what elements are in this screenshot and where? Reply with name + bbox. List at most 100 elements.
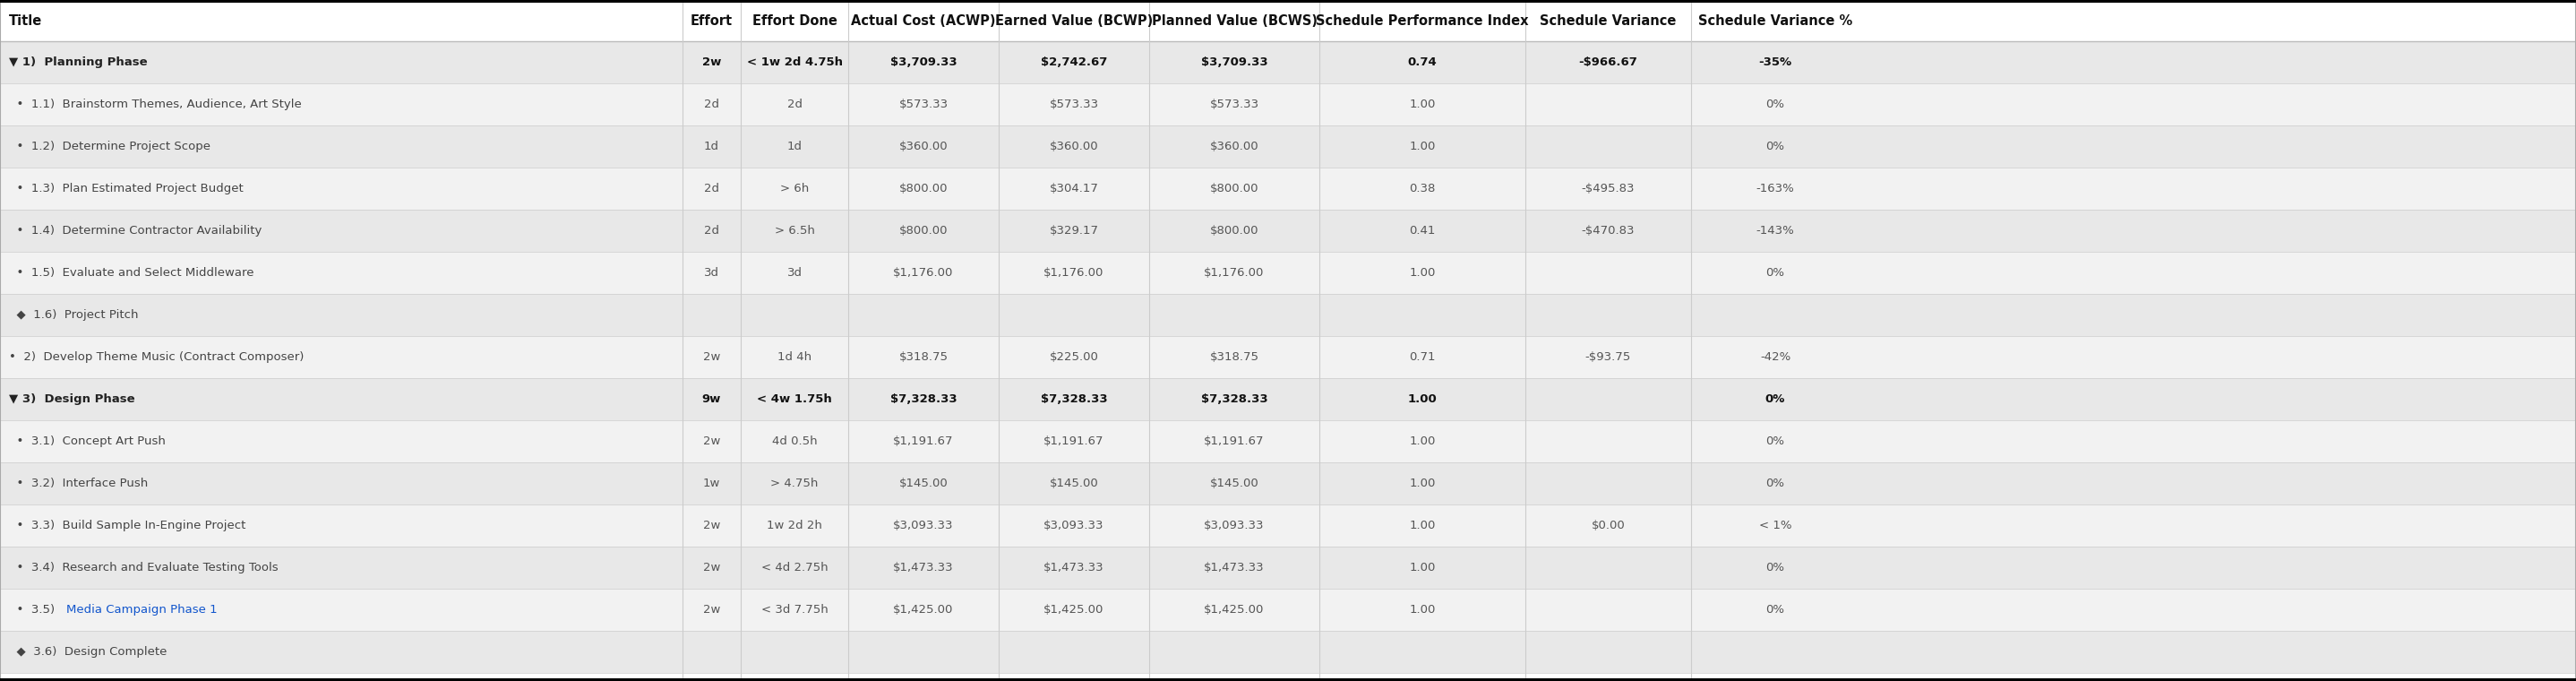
Text: 0.41: 0.41 [1409, 225, 1435, 236]
Text: Actual Cost (ACWP): Actual Cost (ACWP) [850, 14, 997, 27]
Text: Schedule Variance %: Schedule Variance % [1698, 14, 1852, 27]
Text: $304.17: $304.17 [1048, 183, 1097, 195]
Text: -$966.67: -$966.67 [1579, 57, 1638, 68]
Text: Schedule Variance: Schedule Variance [1540, 14, 1677, 27]
Text: $145.00: $145.00 [1211, 477, 1260, 489]
Text: Earned Value (BCWP): Earned Value (BCWP) [994, 14, 1154, 27]
Text: 2d: 2d [703, 225, 719, 236]
Text: < 4w 1.75h: < 4w 1.75h [757, 394, 832, 405]
Text: -$470.83: -$470.83 [1582, 225, 1636, 236]
Text: 2w: 2w [703, 57, 721, 68]
Text: $3,093.33: $3,093.33 [1043, 520, 1105, 531]
Text: 1.00: 1.00 [1409, 520, 1435, 531]
Text: -35%: -35% [1759, 57, 1793, 68]
Text: $360.00: $360.00 [899, 141, 948, 153]
Text: 1.00: 1.00 [1409, 604, 1435, 616]
Text: •  1.5)  Evaluate and Select Middleware: • 1.5) Evaluate and Select Middleware [8, 267, 255, 279]
Text: 0%: 0% [1767, 99, 1785, 110]
Text: $800.00: $800.00 [1211, 183, 1260, 195]
Bar [0, 294, 2576, 336]
Text: •  1.2)  Determine Project Scope: • 1.2) Determine Project Scope [8, 141, 211, 153]
Text: -163%: -163% [1757, 183, 1795, 195]
Text: -$495.83: -$495.83 [1582, 183, 1636, 195]
Text: ◆  3.6)  Design Complete: ◆ 3.6) Design Complete [8, 646, 167, 658]
Text: •  3.5): • 3.5) [8, 604, 62, 616]
Text: 0%: 0% [1767, 141, 1785, 153]
Text: < 3d 7.75h: < 3d 7.75h [760, 604, 827, 616]
Text: 2d: 2d [703, 183, 719, 195]
Text: $318.75: $318.75 [899, 351, 948, 363]
Text: •  3.3)  Build Sample In-Engine Project: • 3.3) Build Sample In-Engine Project [8, 520, 245, 531]
Text: Title: Title [8, 14, 41, 27]
Text: > 6h: > 6h [781, 183, 809, 195]
Text: $318.75: $318.75 [1211, 351, 1260, 363]
Text: 4d 0.5h: 4d 0.5h [773, 435, 817, 447]
Text: $145.00: $145.00 [899, 477, 948, 489]
Text: $7,328.33: $7,328.33 [1200, 394, 1267, 405]
Text: 1.00: 1.00 [1409, 99, 1435, 110]
Bar [0, 678, 2576, 681]
Bar [0, 336, 2576, 378]
Text: $1,191.67: $1,191.67 [1043, 435, 1105, 447]
Text: 1.00: 1.00 [1409, 141, 1435, 153]
Text: 1w 2d 2h: 1w 2d 2h [768, 520, 822, 531]
Text: 0%: 0% [1767, 477, 1785, 489]
Text: Effort Done: Effort Done [752, 14, 837, 27]
Text: Planned Value (BCWS): Planned Value (BCWS) [1151, 14, 1316, 27]
Text: 0%: 0% [1767, 562, 1785, 573]
Text: $7,328.33: $7,328.33 [1041, 394, 1108, 405]
Text: $3,093.33: $3,093.33 [1203, 520, 1265, 531]
Text: $3,093.33: $3,093.33 [894, 520, 953, 531]
Text: < 1%: < 1% [1759, 520, 1790, 531]
Text: 1d: 1d [703, 141, 719, 153]
Text: 2w: 2w [703, 351, 721, 363]
Text: < 1w 2d 4.75h: < 1w 2d 4.75h [747, 57, 842, 68]
Text: $800.00: $800.00 [899, 225, 948, 236]
Text: 3d: 3d [786, 267, 801, 279]
Text: 1d 4h: 1d 4h [778, 351, 811, 363]
Text: 2d: 2d [786, 99, 801, 110]
Text: $360.00: $360.00 [1211, 141, 1260, 153]
Text: •  3.2)  Interface Push: • 3.2) Interface Push [8, 477, 147, 489]
Text: $3,709.33: $3,709.33 [1200, 57, 1267, 68]
Bar [0, 168, 2576, 210]
Text: $800.00: $800.00 [1211, 225, 1260, 236]
Text: $1,425.00: $1,425.00 [894, 604, 953, 616]
Text: $0.00: $0.00 [1592, 520, 1625, 531]
Text: ▼ 1)  Planning Phase: ▼ 1) Planning Phase [8, 57, 147, 68]
Text: $1,473.33: $1,473.33 [1043, 562, 1105, 573]
Text: •  1.3)  Plan Estimated Project Budget: • 1.3) Plan Estimated Project Budget [8, 183, 242, 195]
Bar [0, 588, 2576, 631]
Bar [0, 547, 2576, 588]
Text: 2w: 2w [703, 604, 721, 616]
Bar [0, 462, 2576, 505]
Text: -143%: -143% [1757, 225, 1795, 236]
Text: Schedule Performance Index: Schedule Performance Index [1316, 14, 1528, 27]
Bar [0, 0, 2576, 3]
Text: $1,473.33: $1,473.33 [1203, 562, 1265, 573]
Text: 1.00: 1.00 [1409, 477, 1435, 489]
Text: 0.74: 0.74 [1406, 57, 1437, 68]
Text: > 4.75h: > 4.75h [770, 477, 819, 489]
Text: $1,176.00: $1,176.00 [894, 267, 953, 279]
Bar [0, 83, 2576, 125]
Text: < 4d 2.75h: < 4d 2.75h [760, 562, 827, 573]
Text: Media Campaign Phase 1: Media Campaign Phase 1 [67, 604, 216, 616]
Text: $225.00: $225.00 [1048, 351, 1097, 363]
Text: $1,191.67: $1,191.67 [894, 435, 953, 447]
Text: •  3.4)  Research and Evaluate Testing Tools: • 3.4) Research and Evaluate Testing Too… [8, 562, 278, 573]
Text: $7,328.33: $7,328.33 [891, 394, 956, 405]
Text: $1,425.00: $1,425.00 [1203, 604, 1265, 616]
Text: $1,176.00: $1,176.00 [1203, 267, 1265, 279]
Bar [0, 378, 2576, 420]
Text: 0%: 0% [1767, 435, 1785, 447]
Text: 0%: 0% [1765, 394, 1785, 405]
Text: $145.00: $145.00 [1048, 477, 1097, 489]
Text: ▼ 3)  Design Phase: ▼ 3) Design Phase [8, 394, 134, 405]
Text: 0.38: 0.38 [1409, 183, 1435, 195]
Bar [0, 210, 2576, 252]
Bar [0, 631, 2576, 673]
Text: 1.00: 1.00 [1409, 267, 1435, 279]
Text: $1,473.33: $1,473.33 [894, 562, 953, 573]
Text: •  3.1)  Concept Art Push: • 3.1) Concept Art Push [8, 435, 165, 447]
